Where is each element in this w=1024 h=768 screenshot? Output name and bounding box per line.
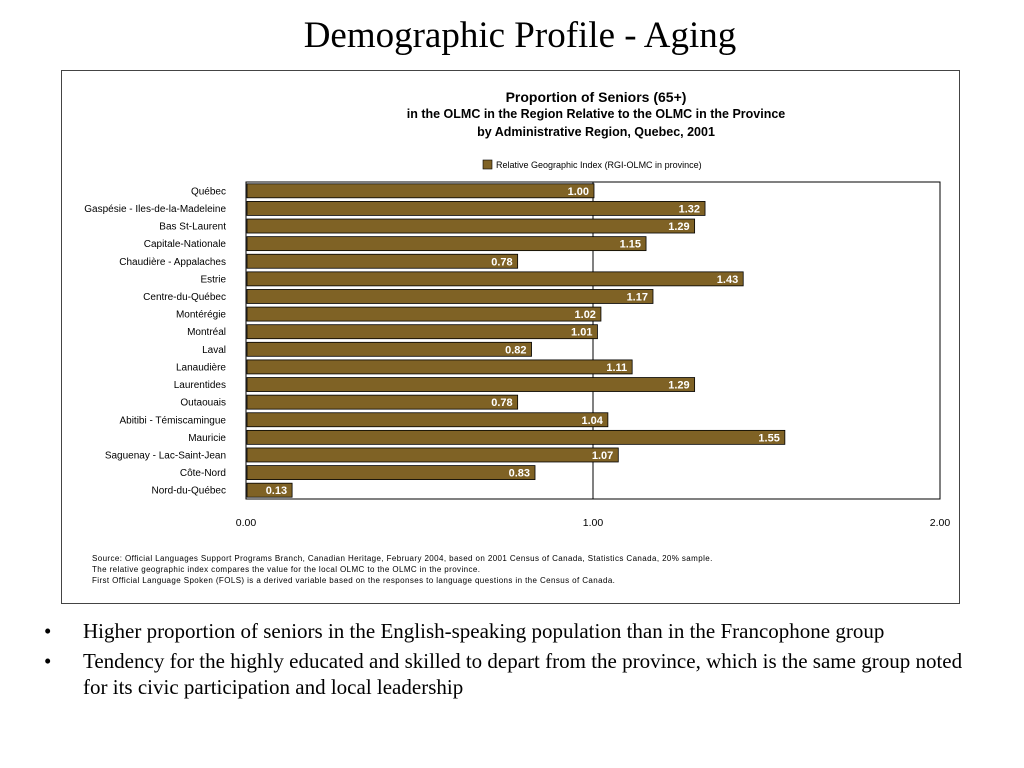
bar bbox=[246, 429, 786, 445]
category-label: Mauricie bbox=[188, 433, 226, 444]
x-tick-label: 0.00 bbox=[236, 517, 257, 529]
bar-value-label: 1.32 bbox=[679, 203, 700, 215]
chart-note-rgi: The relative geographic index compares t… bbox=[92, 565, 480, 574]
legend-label: Relative Geographic Index (RGI-OLMC in p… bbox=[496, 160, 702, 170]
bar bbox=[246, 289, 654, 304]
category-label: Laval bbox=[202, 345, 226, 356]
bar bbox=[246, 218, 696, 234]
category-label: Saguenay - Lac-Saint-Jean bbox=[105, 450, 226, 461]
category-label: Québec bbox=[191, 186, 226, 197]
category-label: Montérégie bbox=[176, 310, 226, 321]
bar-value-label: 1.01 bbox=[571, 327, 592, 339]
bar bbox=[246, 447, 619, 463]
bullet-dot: • bbox=[44, 619, 52, 643]
bar-value-label: 1.02 bbox=[575, 309, 596, 321]
bar-value-label: 0.78 bbox=[491, 256, 512, 268]
bar bbox=[246, 306, 602, 322]
bar bbox=[246, 465, 536, 480]
chart-note-fols: First Official Language Spoken (FOLS) is… bbox=[92, 576, 615, 585]
bar-value-label: 1.11 bbox=[606, 362, 627, 374]
bar bbox=[246, 359, 633, 375]
bar-value-label: 1.55 bbox=[758, 432, 779, 444]
bar-chart: Proportion of Seniors (65+) in the OLMC … bbox=[84, 89, 951, 585]
bar-value-label: 1.29 bbox=[668, 380, 689, 392]
bar-value-label: 1.17 bbox=[627, 291, 648, 303]
legend-swatch bbox=[482, 159, 493, 170]
category-labels: Québec Gaspésie - Iles-de-la-Madeleine Bas… bbox=[84, 186, 226, 496]
category-label: Outaouais bbox=[180, 398, 226, 409]
chart-legend: Relative Geographic Index (RGI-OLMC in p… bbox=[482, 159, 702, 170]
chart-subtitle-line-1: in the OLMC in the Region Relative to th… bbox=[407, 107, 786, 121]
chart-subtitle-line-2: by Administrative Region, Quebec, 2001 bbox=[477, 125, 715, 139]
bar-value-label: 0.82 bbox=[505, 344, 526, 356]
bar bbox=[246, 482, 293, 498]
bar-value-label: 1.00 bbox=[568, 186, 589, 198]
category-label: Chaudière - Appalaches bbox=[119, 257, 226, 268]
slide-title: Demographic Profile - Aging bbox=[303, 15, 737, 56]
bullet-item: • Tendency for the highly educated and sk… bbox=[44, 648, 984, 700]
category-label: Côte-Nord bbox=[180, 468, 226, 479]
category-label: Lanaudière bbox=[176, 362, 226, 373]
bar bbox=[246, 183, 595, 199]
bar bbox=[246, 412, 609, 428]
bar-value-label: 1.15 bbox=[620, 239, 641, 251]
x-tick-label: 1.00 bbox=[583, 517, 604, 529]
category-label: Montréal bbox=[187, 327, 226, 338]
bar-value-label: 1.04 bbox=[581, 415, 603, 427]
bar bbox=[246, 236, 647, 252]
chart-note-source: Source: Official Languages Support Progr… bbox=[92, 554, 713, 563]
category-label: Bas St-Laurent bbox=[159, 222, 226, 233]
x-tick-label: 2.00 bbox=[930, 517, 951, 529]
bar-value-label: 0.13 bbox=[266, 485, 287, 497]
category-label: Centre-du-Québec bbox=[143, 292, 226, 303]
chart-title: Proportion of Seniors (65+) bbox=[506, 89, 687, 105]
bar-value-label: 1.29 bbox=[668, 221, 689, 233]
bar-value-label: 0.78 bbox=[491, 397, 512, 409]
bar-value-label: 1.07 bbox=[592, 450, 613, 462]
bar bbox=[246, 253, 519, 269]
bullet-text: Higher proportion of seniors in the Engl… bbox=[83, 619, 885, 643]
bar bbox=[246, 201, 706, 216]
category-label: Capitale-Nationale bbox=[144, 239, 227, 250]
bullet-dot: • bbox=[44, 649, 52, 673]
bar bbox=[246, 271, 744, 287]
bullet-text: Tendency for the highly educated and ski… bbox=[83, 649, 963, 699]
bar bbox=[246, 377, 696, 392]
category-label: Gaspésie - Iles-de-la-Madeleine bbox=[84, 204, 226, 215]
category-label: Laurentides bbox=[174, 380, 226, 391]
bars-group: 1.00 1.32 1.29 1.15 0.78 1.43 1.17 1.02 1.01 0.82… bbox=[246, 183, 786, 498]
category-label: Estrie bbox=[200, 274, 226, 285]
bullet-item: • Higher proportion of seniors in the Eng… bbox=[44, 618, 984, 644]
bar-value-label: 1.43 bbox=[717, 274, 738, 286]
bar bbox=[246, 341, 532, 357]
bullet-list: • Higher proportion of seniors in the Eng… bbox=[44, 618, 984, 704]
bar bbox=[246, 394, 519, 410]
x-axis-ticks: 0.00 1.00 2.00 bbox=[236, 517, 951, 529]
category-label: Abitibi - Témiscamingue bbox=[119, 415, 226, 426]
chart-frame: Proportion of Seniors (65+) in the OLMC … bbox=[61, 70, 960, 604]
bar bbox=[246, 324, 598, 340]
bar-value-label: 0.83 bbox=[509, 468, 530, 480]
category-label: Nord-du-Québec bbox=[152, 486, 226, 497]
